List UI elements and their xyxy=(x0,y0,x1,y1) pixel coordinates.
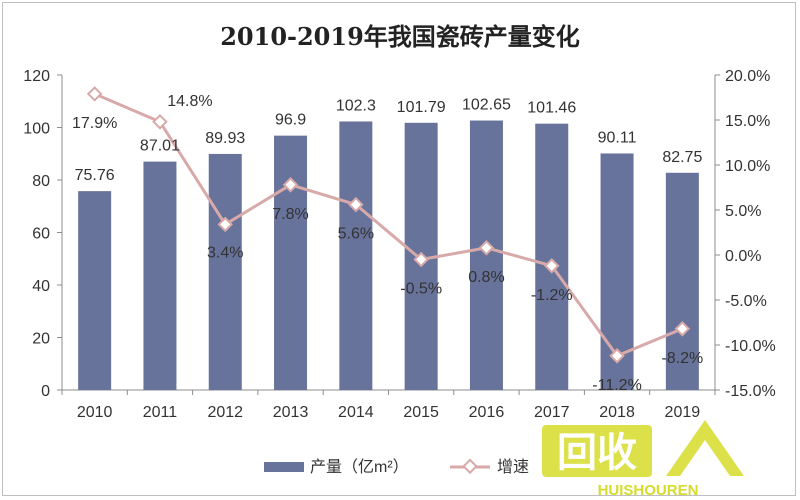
growth-value-label: 0.8% xyxy=(468,269,504,286)
growth-value-label: -11.2% xyxy=(592,377,642,394)
growth-value-label: 5.6% xyxy=(338,226,374,243)
watermark-text: 回收 xyxy=(557,431,637,475)
bar-value-label: 96.9 xyxy=(275,112,306,129)
bar xyxy=(339,121,373,391)
bar-value-label: 82.75 xyxy=(662,149,702,166)
x-tick-label: 2019 xyxy=(665,404,701,421)
y-right-tick-label: 0.0% xyxy=(725,248,761,265)
y-left-tick-label: 120 xyxy=(23,68,50,85)
axes: 0 20 40 60 80 100 120 -15.0% -10.0% -5.0% 0.0% 5.0%… xyxy=(23,68,775,421)
bar-value-label: 89.93 xyxy=(205,130,245,147)
y-left-tick-label: 20 xyxy=(32,331,50,348)
growth-value-label: 14.8% xyxy=(167,93,212,110)
bar xyxy=(78,191,112,390)
y-left-tick-label: 0 xyxy=(41,383,50,400)
legend: 产量（亿m²） 增速 xyxy=(264,458,529,476)
y-right-tick-label: 5.0% xyxy=(725,203,761,220)
chart-title: 2010-2019年我国瓷砖产量变化 xyxy=(220,22,580,51)
growth-marker xyxy=(348,196,364,213)
bar-value-label: 102.3 xyxy=(336,97,376,114)
growth-value-label: 17.9% xyxy=(72,115,117,132)
legend-line-label: 增速 xyxy=(497,458,529,476)
bar xyxy=(208,153,242,390)
growth-marker xyxy=(152,114,168,130)
growth-value-label: 3.4% xyxy=(207,244,243,261)
y-left-tick-label: 80 xyxy=(32,173,50,190)
growth-polyline xyxy=(94,92,683,358)
y-right-tick-label: -10.0% xyxy=(725,338,776,355)
growth-marker xyxy=(478,240,495,256)
bar xyxy=(274,135,308,390)
bars xyxy=(78,120,699,391)
watermark-logo: 回收 HUISHOUREN xyxy=(542,420,744,499)
x-tick-label: 2013 xyxy=(273,404,309,421)
x-tick-label: 2016 xyxy=(469,404,505,421)
growth-value-label: -8.2% xyxy=(661,350,703,367)
growth-marker xyxy=(282,177,299,193)
y-right-tick-label: 10.0% xyxy=(725,158,770,175)
x-tick-label: 2012 xyxy=(207,404,243,421)
legend-bar-label: 产量（亿m²） xyxy=(310,458,409,476)
bar-value-label: 101.79 xyxy=(397,99,446,116)
y-left-tick-label: 100 xyxy=(23,121,50,138)
bar xyxy=(535,123,569,390)
y-left-tick-label: 60 xyxy=(32,226,50,243)
legend-bar-swatch xyxy=(264,462,304,472)
growth-line xyxy=(86,86,691,364)
bar-value-label: 87.01 xyxy=(140,138,180,155)
data-labels: 75.76 87.01 89.93 96.9 102.3 101.79 102.65 101.… xyxy=(72,93,703,394)
growth-marker xyxy=(543,258,560,274)
y-right-tick-label: -5.0% xyxy=(725,293,767,310)
growth-marker xyxy=(609,348,625,364)
growth-marker xyxy=(217,216,234,233)
bar xyxy=(665,172,699,390)
watermark-subtext: HUISHOUREN xyxy=(598,482,699,499)
growth-marker xyxy=(86,86,103,102)
growth-value-label: 7.8% xyxy=(272,206,308,223)
x-tick-label: 2018 xyxy=(599,404,635,421)
legend-line-marker xyxy=(462,458,478,475)
growth-marker xyxy=(413,251,429,268)
bar-value-label: 75.76 xyxy=(75,167,115,184)
growth-value-label: -1.2% xyxy=(531,287,573,304)
x-tick-label: 2014 xyxy=(338,404,374,421)
growth-marker xyxy=(674,321,691,337)
x-tick-label: 2015 xyxy=(403,404,439,421)
growth-value-label: -0.5% xyxy=(400,281,442,298)
bar-value-label: 90.11 xyxy=(598,129,637,146)
bar xyxy=(143,161,177,390)
x-tick-label: 2011 xyxy=(143,404,178,421)
y-right-tick-label: -15.0% xyxy=(725,383,776,400)
y-right-tick-label: 15.0% xyxy=(725,113,770,130)
watermark-mark xyxy=(666,420,744,476)
bar-value-label: 102.65 xyxy=(462,97,511,114)
y-right-tick-label: 20.0% xyxy=(725,68,770,85)
y-left-tick-label: 40 xyxy=(32,278,50,295)
watermark-block xyxy=(542,425,652,477)
bar-value-label: 101.46 xyxy=(527,100,576,117)
x-tick-label: 2010 xyxy=(77,404,113,421)
x-tick-label: 2017 xyxy=(534,404,570,421)
